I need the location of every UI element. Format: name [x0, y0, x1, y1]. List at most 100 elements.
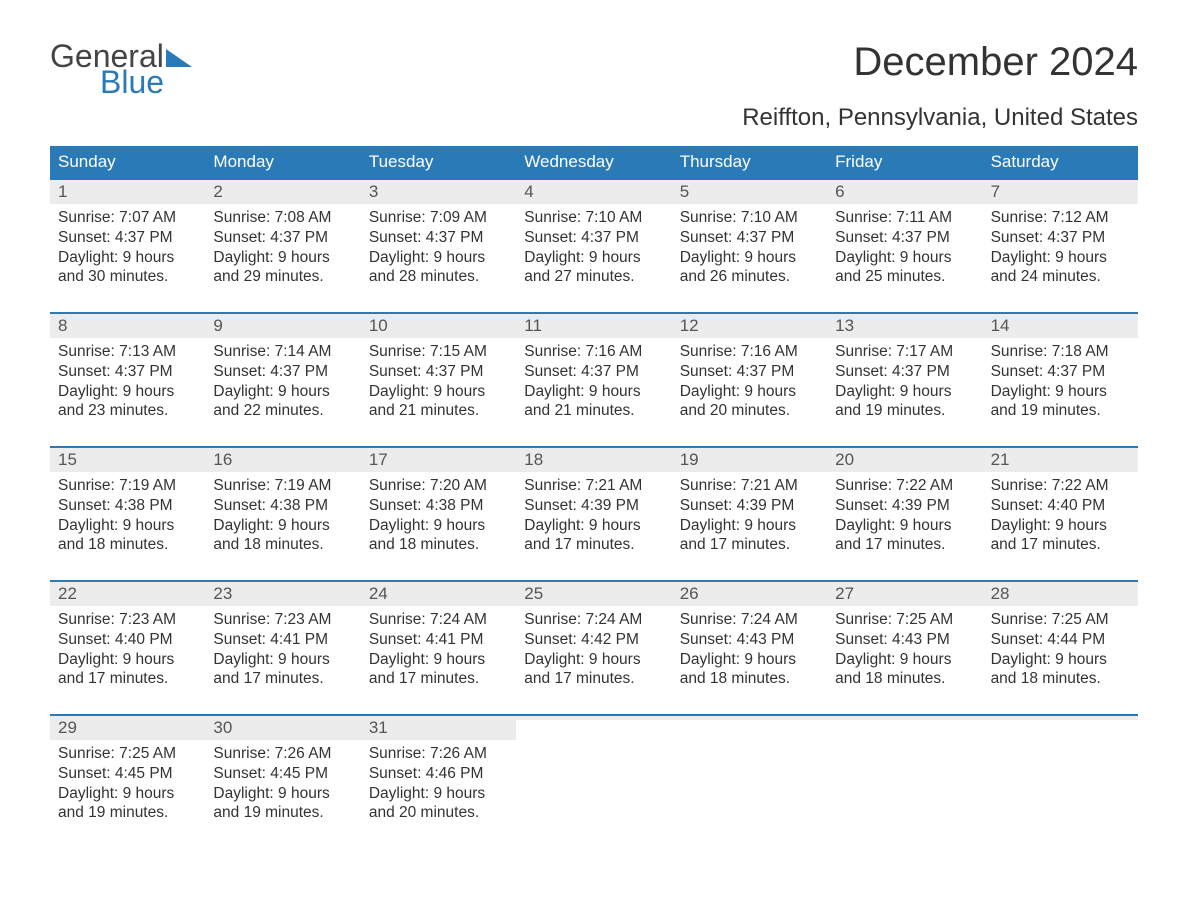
day-number: 2 — [205, 180, 360, 204]
day-line-day1: Daylight: 9 hours — [58, 248, 197, 268]
day-content: Sunrise: 7:10 AMSunset: 4:37 PMDaylight:… — [672, 204, 827, 289]
day-cell: 23Sunrise: 7:23 AMSunset: 4:41 PMDayligh… — [205, 582, 360, 692]
day-line-sunrise: Sunrise: 7:26 AM — [369, 744, 508, 764]
day-cell: 10Sunrise: 7:15 AMSunset: 4:37 PMDayligh… — [361, 314, 516, 424]
day-line-sunset: Sunset: 4:45 PM — [58, 764, 197, 784]
day-header-cell: Friday — [827, 146, 982, 178]
day-content: Sunrise: 7:19 AMSunset: 4:38 PMDaylight:… — [50, 472, 205, 557]
day-line-day1: Daylight: 9 hours — [835, 382, 974, 402]
day-line-sunrise: Sunrise: 7:25 AM — [835, 610, 974, 630]
day-line-sunrise: Sunrise: 7:10 AM — [680, 208, 819, 228]
location-subtitle: Reiffton, Pennsylvania, United States — [50, 104, 1138, 132]
day-cell: 25Sunrise: 7:24 AMSunset: 4:42 PMDayligh… — [516, 582, 671, 692]
day-number: 20 — [827, 448, 982, 472]
day-line-sunrise: Sunrise: 7:22 AM — [835, 476, 974, 496]
day-content: Sunrise: 7:24 AMSunset: 4:42 PMDaylight:… — [516, 606, 671, 691]
day-content: Sunrise: 7:25 AMSunset: 4:43 PMDaylight:… — [827, 606, 982, 691]
day-line-day1: Daylight: 9 hours — [680, 382, 819, 402]
day-line-sunrise: Sunrise: 7:12 AM — [991, 208, 1130, 228]
day-cell — [983, 716, 1138, 826]
day-header-cell: Sunday — [50, 146, 205, 178]
day-cell: 26Sunrise: 7:24 AMSunset: 4:43 PMDayligh… — [672, 582, 827, 692]
day-line-day2: and 27 minutes. — [524, 267, 663, 287]
day-number: 22 — [50, 582, 205, 606]
day-line-sunset: Sunset: 4:37 PM — [835, 228, 974, 248]
day-cell: 20Sunrise: 7:22 AMSunset: 4:39 PMDayligh… — [827, 448, 982, 558]
page-title: December 2024 — [853, 40, 1138, 85]
day-line-sunrise: Sunrise: 7:11 AM — [835, 208, 974, 228]
day-cell: 17Sunrise: 7:20 AMSunset: 4:38 PMDayligh… — [361, 448, 516, 558]
day-line-day2: and 22 minutes. — [213, 401, 352, 421]
day-line-day1: Daylight: 9 hours — [213, 650, 352, 670]
day-line-sunrise: Sunrise: 7:10 AM — [524, 208, 663, 228]
day-line-day2: and 18 minutes. — [680, 669, 819, 689]
day-number: 31 — [361, 716, 516, 740]
day-cell: 15Sunrise: 7:19 AMSunset: 4:38 PMDayligh… — [50, 448, 205, 558]
day-line-day2: and 18 minutes. — [835, 669, 974, 689]
day-number — [516, 716, 671, 720]
day-content: Sunrise: 7:18 AMSunset: 4:37 PMDaylight:… — [983, 338, 1138, 423]
day-number: 25 — [516, 582, 671, 606]
day-number: 17 — [361, 448, 516, 472]
day-line-day1: Daylight: 9 hours — [58, 784, 197, 804]
day-line-sunset: Sunset: 4:37 PM — [213, 228, 352, 248]
day-content: Sunrise: 7:22 AMSunset: 4:40 PMDaylight:… — [983, 472, 1138, 557]
day-number: 16 — [205, 448, 360, 472]
day-number — [983, 716, 1138, 720]
day-line-sunset: Sunset: 4:38 PM — [369, 496, 508, 516]
day-content: Sunrise: 7:12 AMSunset: 4:37 PMDaylight:… — [983, 204, 1138, 289]
day-line-day1: Daylight: 9 hours — [213, 248, 352, 268]
day-number: 15 — [50, 448, 205, 472]
calendar-week: 15Sunrise: 7:19 AMSunset: 4:38 PMDayligh… — [50, 446, 1138, 558]
day-line-day1: Daylight: 9 hours — [680, 248, 819, 268]
day-line-sunrise: Sunrise: 7:13 AM — [58, 342, 197, 362]
day-header-cell: Monday — [205, 146, 360, 178]
day-content: Sunrise: 7:25 AMSunset: 4:44 PMDaylight:… — [983, 606, 1138, 691]
day-line-day2: and 17 minutes. — [369, 669, 508, 689]
day-line-sunrise: Sunrise: 7:26 AM — [213, 744, 352, 764]
day-number: 30 — [205, 716, 360, 740]
day-line-sunrise: Sunrise: 7:14 AM — [213, 342, 352, 362]
day-number: 12 — [672, 314, 827, 338]
day-content: Sunrise: 7:17 AMSunset: 4:37 PMDaylight:… — [827, 338, 982, 423]
day-line-sunrise: Sunrise: 7:16 AM — [680, 342, 819, 362]
day-line-sunset: Sunset: 4:43 PM — [835, 630, 974, 650]
day-cell — [516, 716, 671, 826]
day-line-sunrise: Sunrise: 7:21 AM — [524, 476, 663, 496]
day-line-day2: and 17 minutes. — [524, 669, 663, 689]
day-number: 10 — [361, 314, 516, 338]
day-content: Sunrise: 7:14 AMSunset: 4:37 PMDaylight:… — [205, 338, 360, 423]
day-number — [827, 716, 982, 720]
day-cell: 7Sunrise: 7:12 AMSunset: 4:37 PMDaylight… — [983, 180, 1138, 290]
day-line-day1: Daylight: 9 hours — [991, 516, 1130, 536]
day-line-sunrise: Sunrise: 7:18 AM — [991, 342, 1130, 362]
calendar: Sunday Monday Tuesday Wednesday Thursday… — [50, 146, 1138, 826]
day-line-day2: and 21 minutes. — [524, 401, 663, 421]
day-cell: 21Sunrise: 7:22 AMSunset: 4:40 PMDayligh… — [983, 448, 1138, 558]
day-line-day1: Daylight: 9 hours — [369, 784, 508, 804]
day-content: Sunrise: 7:15 AMSunset: 4:37 PMDaylight:… — [361, 338, 516, 423]
day-cell: 8Sunrise: 7:13 AMSunset: 4:37 PMDaylight… — [50, 314, 205, 424]
day-line-sunset: Sunset: 4:42 PM — [524, 630, 663, 650]
day-number: 1 — [50, 180, 205, 204]
day-cell: 28Sunrise: 7:25 AMSunset: 4:44 PMDayligh… — [983, 582, 1138, 692]
day-content: Sunrise: 7:21 AMSunset: 4:39 PMDaylight:… — [672, 472, 827, 557]
day-line-sunrise: Sunrise: 7:19 AM — [58, 476, 197, 496]
day-number: 26 — [672, 582, 827, 606]
day-cell: 12Sunrise: 7:16 AMSunset: 4:37 PMDayligh… — [672, 314, 827, 424]
day-number: 5 — [672, 180, 827, 204]
day-line-sunset: Sunset: 4:46 PM — [369, 764, 508, 784]
day-line-sunset: Sunset: 4:37 PM — [58, 228, 197, 248]
day-content: Sunrise: 7:24 AMSunset: 4:43 PMDaylight:… — [672, 606, 827, 691]
day-number: 27 — [827, 582, 982, 606]
day-cell: 13Sunrise: 7:17 AMSunset: 4:37 PMDayligh… — [827, 314, 982, 424]
day-line-day1: Daylight: 9 hours — [369, 382, 508, 402]
day-line-sunrise: Sunrise: 7:24 AM — [369, 610, 508, 630]
day-line-sunset: Sunset: 4:41 PM — [213, 630, 352, 650]
day-line-day2: and 17 minutes. — [835, 535, 974, 555]
day-line-day1: Daylight: 9 hours — [680, 650, 819, 670]
calendar-week: 29Sunrise: 7:25 AMSunset: 4:45 PMDayligh… — [50, 714, 1138, 826]
day-number: 29 — [50, 716, 205, 740]
day-line-sunrise: Sunrise: 7:15 AM — [369, 342, 508, 362]
day-number: 8 — [50, 314, 205, 338]
